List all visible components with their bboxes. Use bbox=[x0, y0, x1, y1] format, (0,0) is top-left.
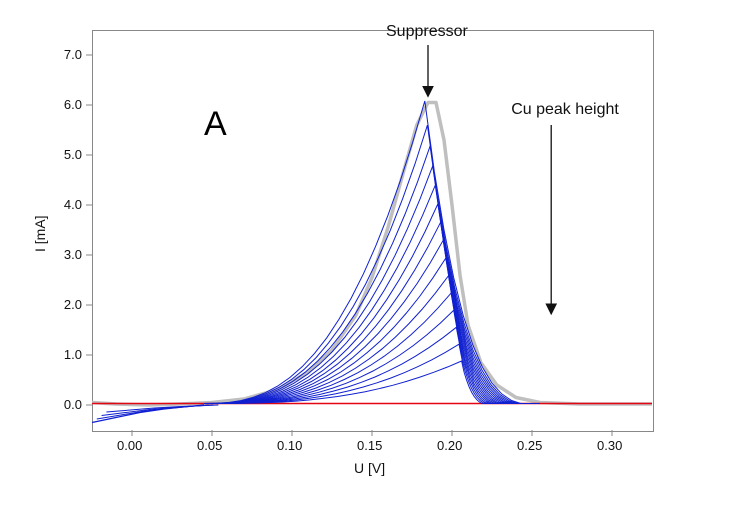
cu-peak-label: Cu peak height bbox=[511, 101, 619, 119]
x-tick-label: 0.05 bbox=[197, 438, 222, 453]
y-tick-label: 5.0 bbox=[64, 147, 82, 162]
y-tick-label: 3.0 bbox=[64, 247, 82, 262]
y-axis-title: I [mA] bbox=[32, 215, 48, 252]
x-tick-label: 0.10 bbox=[277, 438, 302, 453]
panel-letter: A bbox=[204, 105, 227, 144]
x-tick-label: 0.30 bbox=[597, 438, 622, 453]
x-tick-label: 0.20 bbox=[437, 438, 462, 453]
x-tick-label: 0.00 bbox=[117, 438, 142, 453]
suppressor-label: Suppressor bbox=[386, 23, 468, 41]
y-tick-label: 2.0 bbox=[64, 297, 82, 312]
y-tick-label: 1.0 bbox=[64, 347, 82, 362]
x-tick-label: 0.25 bbox=[517, 438, 542, 453]
chart-root: { "canvas": { "width": 750, "height": 51… bbox=[0, 0, 750, 515]
x-axis-title: U [V] bbox=[354, 460, 385, 476]
y-tick-label: 4.0 bbox=[64, 197, 82, 212]
y-tick-label: 0.0 bbox=[64, 397, 82, 412]
x-tick-label: 0.15 bbox=[357, 438, 382, 453]
y-tick-label: 6.0 bbox=[64, 97, 82, 112]
y-tick-label: 7.0 bbox=[64, 47, 82, 62]
